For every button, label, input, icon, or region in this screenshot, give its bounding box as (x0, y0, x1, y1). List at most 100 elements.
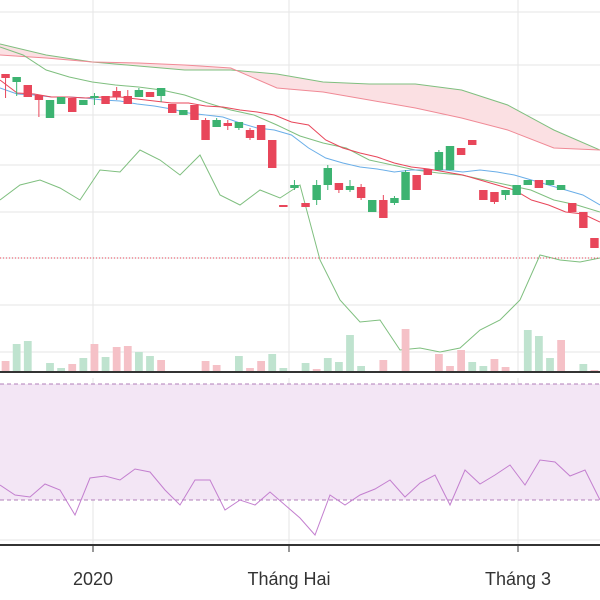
volume-bar (346, 335, 354, 372)
candle-body (512, 185, 521, 195)
candle-body (34, 95, 44, 100)
candle-body (434, 152, 444, 170)
volume-pane (0, 329, 600, 373)
candle-body (101, 96, 110, 104)
volume-bar (446, 366, 454, 372)
candle-body (79, 100, 88, 105)
x-tick-label: 2020 (73, 569, 113, 589)
candle-body (68, 98, 77, 112)
volume-bar (135, 352, 143, 372)
x-axis: 2020 Tháng Hai Tháng 3 (73, 569, 551, 589)
candle-body (234, 122, 244, 128)
volume-bar (535, 336, 543, 372)
candle-body (1, 74, 10, 78)
volume-bar (335, 362, 343, 372)
volume-bar (146, 356, 154, 372)
candle-body (412, 175, 421, 190)
x-tick-label: Tháng Hai (247, 569, 330, 589)
candle-body (123, 96, 132, 104)
price-pane (0, 43, 600, 353)
candle-body (145, 92, 155, 97)
volume-bar (12, 344, 21, 372)
candle-body (179, 110, 188, 115)
volume-bar (90, 344, 99, 372)
volume-bar (323, 358, 332, 372)
candle-body (456, 148, 466, 155)
volume-bar (490, 359, 499, 372)
candle-body (479, 190, 488, 200)
candle-body (90, 96, 99, 98)
volume-bar (357, 366, 365, 372)
candle-body (379, 200, 388, 218)
volume-bar (401, 329, 410, 372)
candle-body (268, 140, 277, 168)
volume-bar (279, 368, 288, 372)
ichimoku-line (0, 46, 600, 213)
volume-bar (235, 356, 243, 372)
cloud-upper-line (0, 43, 600, 151)
ichimoku-cloud (0, 44, 600, 150)
candle-body (256, 125, 266, 140)
rsi-line (0, 459, 600, 536)
volume-bar (557, 340, 565, 372)
candle-body (590, 238, 599, 248)
volume-bar (46, 363, 54, 372)
candle-body (390, 198, 399, 203)
volume-bar (101, 357, 110, 372)
candle-body (290, 185, 299, 188)
candle-body (556, 185, 566, 190)
x-tick-label: Tháng 3 (485, 569, 551, 589)
lagging-span-line (0, 149, 600, 353)
candle-body (501, 190, 510, 195)
candle-body (468, 140, 477, 145)
candle-body (112, 91, 121, 97)
candle-body (490, 192, 499, 202)
candle-body (156, 88, 166, 96)
candle-body (423, 169, 432, 175)
candle-body (212, 120, 221, 127)
volume-bar (79, 358, 88, 372)
volume-bar (312, 369, 321, 372)
candle-body (368, 200, 377, 212)
candle-body (201, 120, 210, 140)
candle-body (45, 100, 55, 118)
volume-bar (546, 358, 554, 372)
rsi-band (0, 384, 600, 500)
volume-bar (301, 363, 310, 372)
volume-bar (212, 365, 221, 372)
volume-bar (501, 367, 510, 372)
candle-body (579, 212, 588, 228)
volume-bar (68, 364, 77, 372)
candle-body (356, 187, 366, 198)
candle-body (545, 180, 555, 185)
volume-bar (201, 361, 210, 372)
candle-body (345, 186, 355, 190)
candle-body (568, 203, 577, 212)
candle-body (401, 172, 410, 200)
candle-body (56, 97, 66, 104)
volume-bar (257, 361, 265, 372)
candle-body (190, 105, 199, 120)
volume-bar (23, 341, 32, 372)
candle-body (134, 90, 144, 97)
volume-bar (123, 346, 132, 372)
candle-body (301, 203, 310, 207)
candle-body (23, 85, 32, 97)
volume-bar (379, 360, 388, 372)
volume-bar (268, 354, 277, 372)
candle-body (523, 180, 532, 185)
tenkan-line (0, 79, 600, 223)
candle-body (445, 146, 455, 170)
volume-bar (435, 354, 443, 372)
candle-body (534, 180, 544, 188)
candle-body (223, 123, 232, 126)
candle-body (323, 168, 332, 185)
rsi-pane (0, 383, 600, 546)
cloud-lower-line (0, 54, 600, 151)
volume-bar (1, 361, 10, 372)
candle-body (312, 185, 321, 200)
candle-body (334, 183, 344, 190)
volume-bar (579, 364, 588, 372)
candle-body (12, 77, 21, 82)
